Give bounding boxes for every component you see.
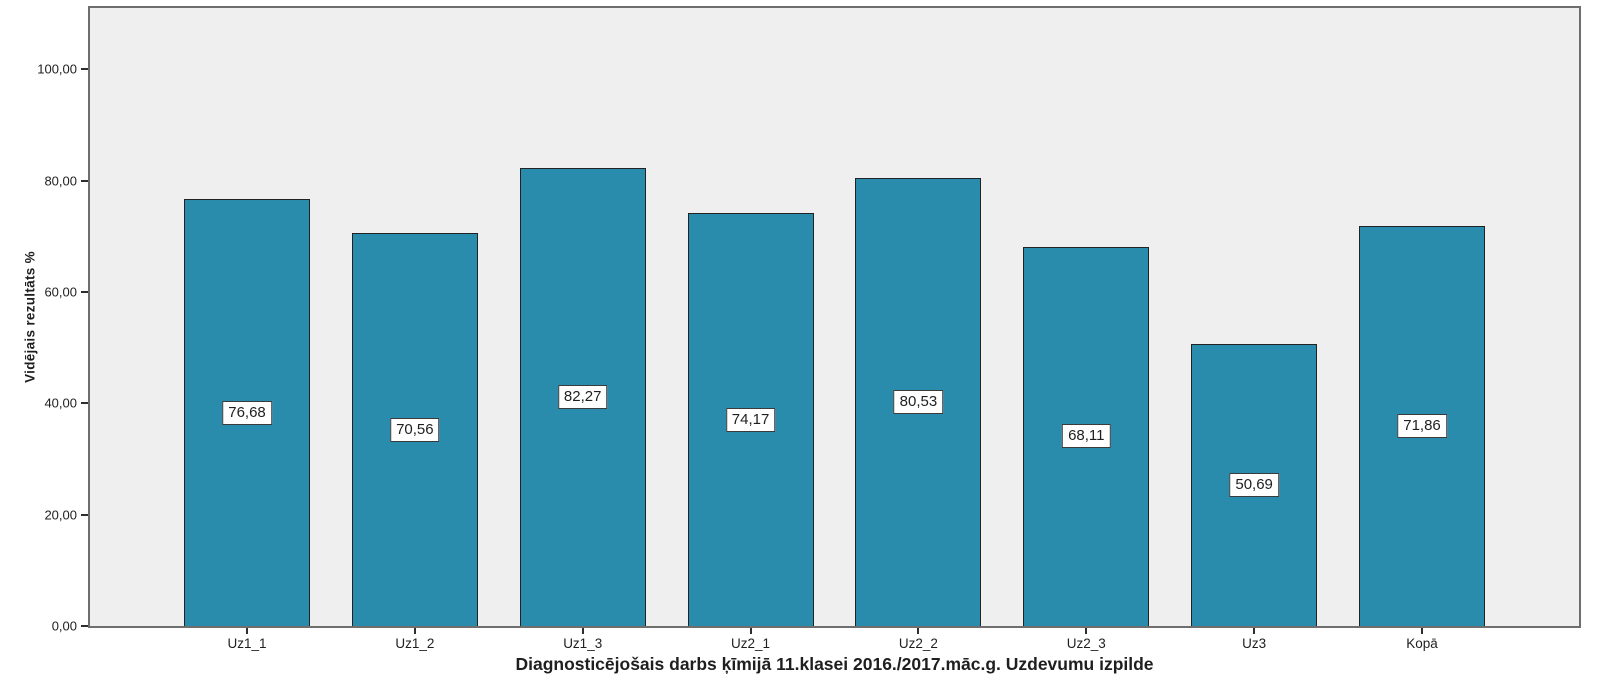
y-tick-label: 100,00	[37, 61, 77, 77]
x-tick-mark	[1085, 628, 1088, 634]
value-label: 50,69	[1229, 472, 1279, 497]
value-label: 76,68	[222, 400, 272, 425]
value-label: 71,86	[1397, 413, 1447, 438]
value-label: 80,53	[893, 389, 944, 414]
plot-area	[88, 6, 1581, 628]
value-label: 68,11	[1062, 424, 1111, 449]
value-label: 82,27	[557, 384, 608, 409]
x-axis-title: Diagnosticējošais darbs ķīmijā 11.klasei…	[515, 654, 1154, 674]
y-tick-mark	[81, 625, 88, 627]
x-tick-label: Kopā	[1406, 636, 1438, 651]
x-tick-mark	[1421, 628, 1423, 634]
y-tick-mark	[81, 402, 88, 405]
x-tick-label: Uz1_3	[563, 636, 603, 651]
y-tick-mark	[81, 68, 88, 71]
x-tick-label: Uz2_2	[898, 636, 938, 651]
value-label: 74,17	[725, 407, 776, 432]
y-tick-label: 40,00	[44, 395, 77, 411]
x-tick-mark	[1253, 628, 1256, 634]
x-tick-label: Uz1_2	[395, 636, 435, 651]
x-tick-label: Uz3	[1242, 636, 1267, 651]
x-tick-mark	[581, 628, 584, 634]
y-tick-mark	[81, 179, 88, 182]
x-tick-mark	[917, 628, 920, 634]
x-tick-mark	[749, 628, 752, 634]
y-tick-label: 20,00	[44, 507, 77, 523]
x-tick-label: Uz2_3	[1066, 636, 1106, 651]
y-tick-label: 60,00	[44, 284, 77, 300]
value-label: 70,56	[390, 417, 440, 442]
y-tick-label: 80,00	[44, 173, 77, 189]
y-axis-title: Vidējais rezultāts %	[22, 251, 38, 383]
x-tick-mark	[246, 628, 248, 634]
y-tick-mark	[81, 513, 88, 516]
x-tick-label: Uz2_1	[731, 636, 771, 651]
x-tick-label: Uz1_1	[227, 636, 267, 651]
x-tick-mark	[413, 628, 416, 634]
y-tick-mark	[81, 290, 88, 293]
y-tick-label: 0,00	[51, 618, 77, 634]
